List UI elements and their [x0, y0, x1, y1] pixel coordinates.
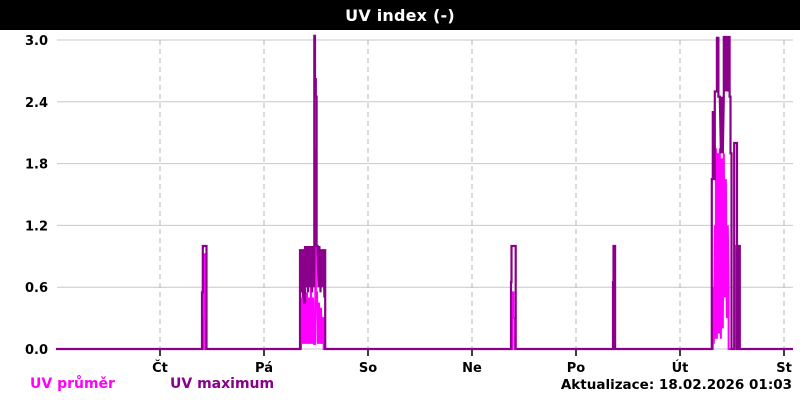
y-tick-label: 3.0	[25, 34, 48, 49]
legend-item-uv-maximum: UV maximum	[170, 376, 275, 392]
y-tick-label: 0.0	[25, 343, 48, 358]
series-line-uv-prumer	[56, 148, 793, 350]
y-tick-label: 1.2	[25, 219, 48, 234]
day-tick-label: Po	[567, 361, 586, 376]
day-tick-label: Pá	[255, 361, 273, 376]
day-tick-label: Ne	[462, 361, 482, 376]
day-tick-label: St	[776, 361, 792, 376]
legend-item-uv-average: UV průměr	[30, 376, 115, 392]
y-tick-label: 2.4	[25, 96, 48, 111]
chart-title-bar: UV index (-)	[0, 0, 800, 30]
series-line-uv-maximum	[56, 34, 793, 351]
chart-legend: UV průměr UV maximum	[0, 376, 800, 396]
y-tick-label: 1.8	[25, 158, 48, 173]
chart-title: UV index (-)	[345, 5, 455, 25]
day-tick-label: Út	[672, 360, 689, 376]
day-tick-label: Čt	[152, 360, 168, 376]
day-tick-label: So	[359, 361, 377, 376]
y-tick-label: 0.6	[25, 281, 48, 296]
update-timestamp: Aktualizace: 18.02.2026 01:03	[560, 377, 792, 393]
